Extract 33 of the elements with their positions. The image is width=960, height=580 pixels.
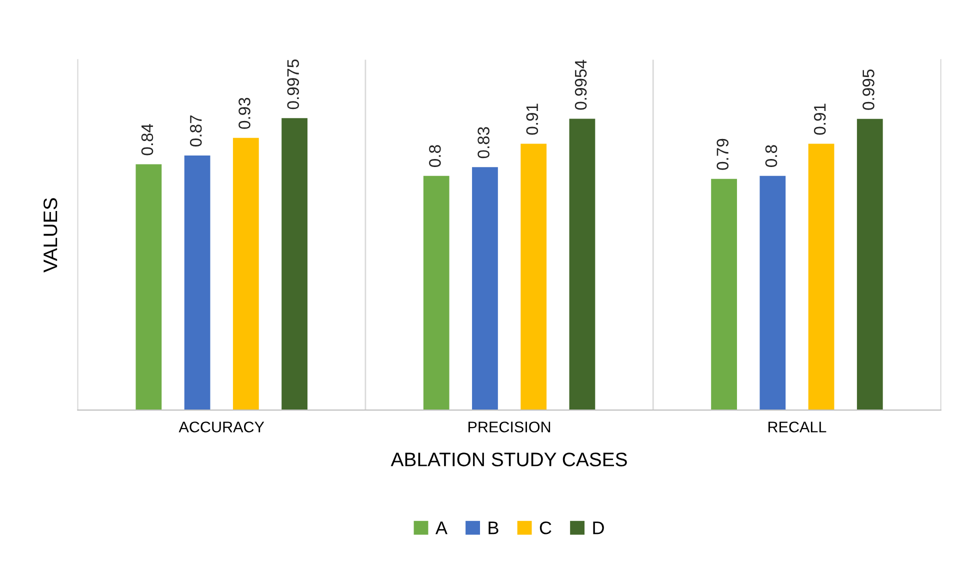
y-axis-title: VALUES: [43, 198, 58, 272]
bar: [472, 167, 498, 410]
bar: [423, 176, 450, 410]
x-tick-label: ACCURACY: [178, 422, 264, 432]
bar: [760, 176, 786, 410]
legend-label: D: [593, 522, 604, 534]
data-label: 0.9975: [287, 60, 299, 110]
data-label: 0.83: [478, 127, 490, 158]
bar: [569, 118, 596, 410]
legend-label: B: [488, 522, 498, 534]
x-tick-label: PRECISION: [468, 422, 550, 432]
data-label: 0.91: [814, 104, 826, 135]
data-label: 0.995: [862, 70, 874, 110]
data-label: 0.87: [190, 116, 202, 146]
x-tick-label: RECALL: [768, 422, 826, 432]
bar: [282, 118, 308, 410]
legend-label: C: [540, 521, 552, 534]
bar: [856, 118, 883, 410]
data-label: 0.8: [429, 145, 441, 167]
data-label: 0.91: [526, 104, 538, 135]
data-label: 0.93: [238, 98, 250, 129]
bar: [136, 164, 162, 410]
data-label: 0.79: [716, 138, 729, 170]
bar: [232, 138, 259, 410]
data-label: 0.9954: [574, 60, 587, 110]
bar: [184, 155, 210, 410]
data-label: 0.8: [765, 145, 778, 167]
bar: [711, 178, 737, 410]
bar: [520, 144, 547, 410]
bar: [808, 144, 834, 410]
legend-label: A: [435, 522, 448, 534]
data-label: 0.84: [141, 124, 154, 156]
x-axis-title: ABLATION STUDY CASES: [390, 452, 627, 466]
